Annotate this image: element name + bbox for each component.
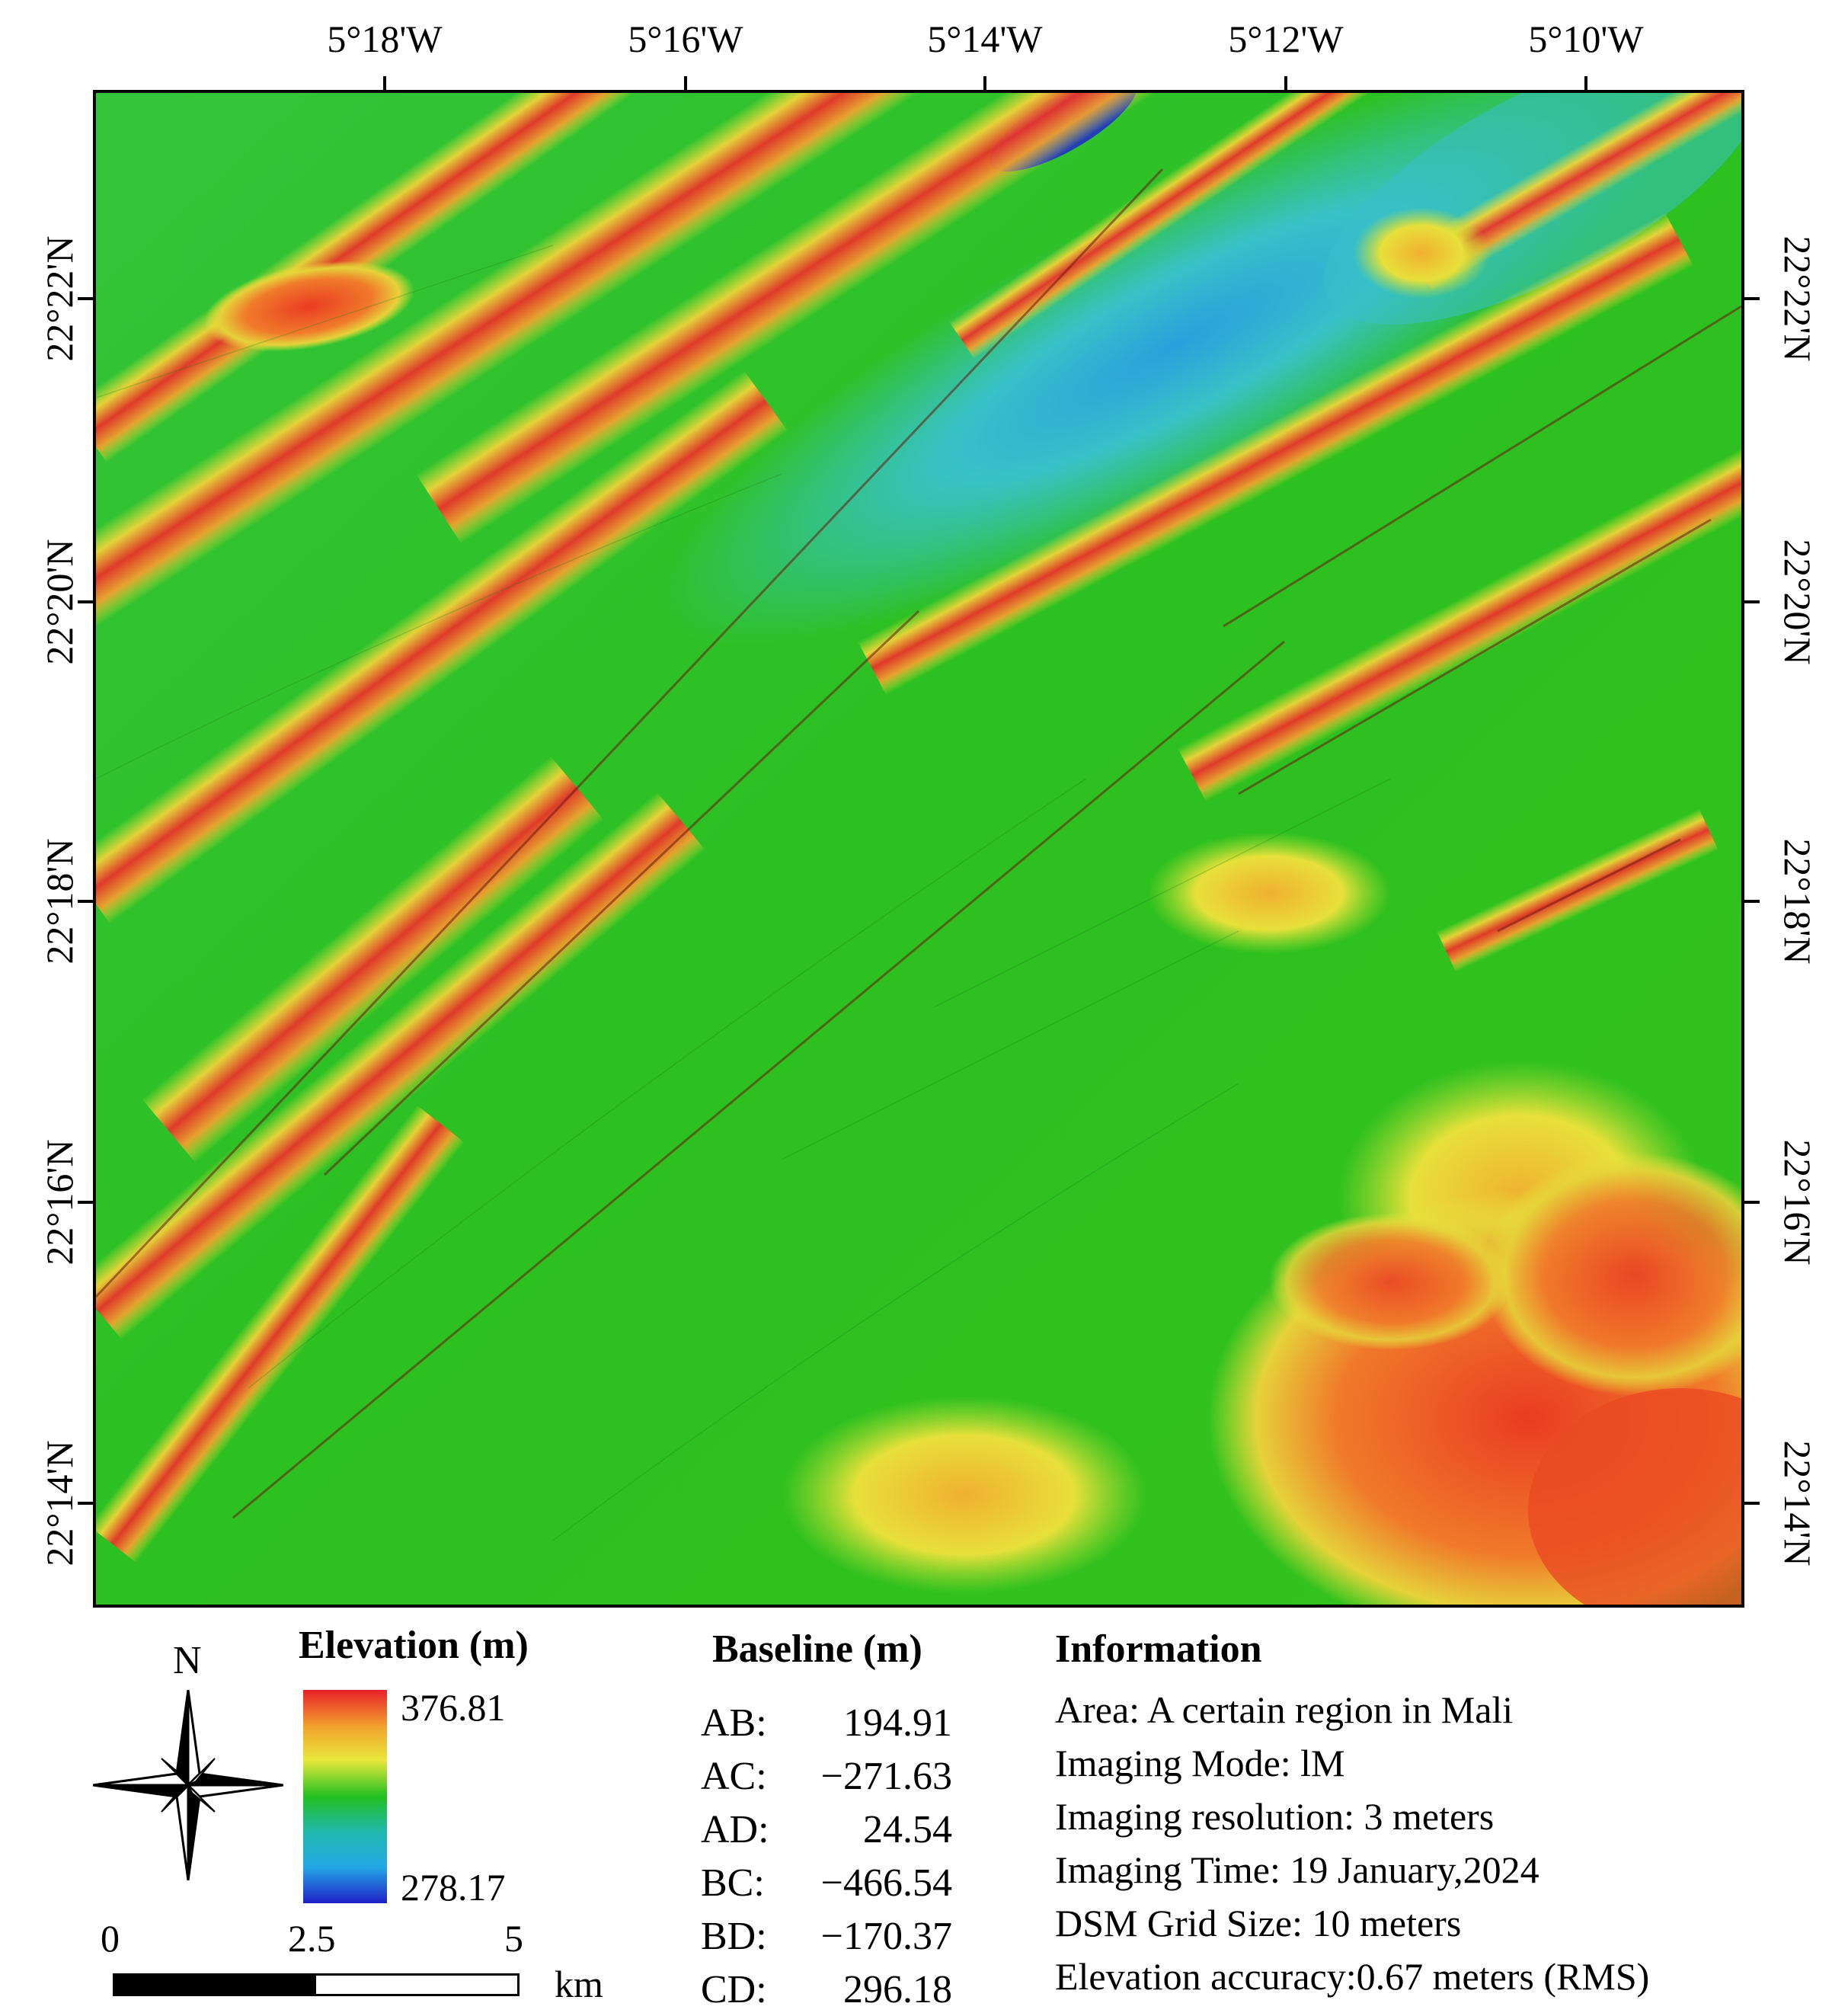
compass-rose-icon <box>93 1690 283 1880</box>
tick <box>78 1502 93 1505</box>
info-imaging-mode: Imaging Mode: lM <box>1055 1742 1345 1784</box>
scale-unit: km <box>555 1963 603 2005</box>
baseline-value: −466.54 <box>820 1861 952 1905</box>
tick <box>1584 76 1587 91</box>
tick <box>1744 1201 1760 1204</box>
lat-label-left-22-20: 22°20'N <box>38 539 81 665</box>
lat-label-left-22-22: 22°22'N <box>38 235 81 362</box>
lon-label-5-14: 5°14'W <box>927 18 1043 60</box>
information-title: Information <box>1055 1627 1262 1671</box>
baseline-key: AC: <box>701 1755 767 1798</box>
tick <box>983 76 986 91</box>
baseline-title: Baseline (m) <box>712 1627 922 1671</box>
baseline-value: 24.54 <box>863 1808 952 1851</box>
lat-label-right-22-22: 22°22'N <box>1776 235 1819 362</box>
lon-label-5-18: 5°18'W <box>327 18 443 60</box>
lat-label-right-22-16: 22°16'N <box>1776 1139 1819 1266</box>
scale-bar-black-segment <box>115 1976 316 1994</box>
scale-label-2-5: 2.5 <box>288 1917 336 1960</box>
elevation-legend-title: Elevation (m) <box>299 1624 529 1667</box>
info-imaging-time: Imaging Time: 19 January,2024 <box>1055 1848 1539 1891</box>
baseline-value: 194.91 <box>843 1701 952 1745</box>
lat-label-left-22-18: 22°18'N <box>38 838 81 965</box>
lat-label-left-22-16: 22°16'N <box>38 1139 81 1266</box>
info-area: Area: A certain region in Mali <box>1055 1688 1514 1731</box>
dsm-elevation-map[interactable] <box>93 90 1744 1608</box>
baseline-key: AD: <box>701 1808 769 1851</box>
lon-label-5-12: 5°12'W <box>1228 18 1344 60</box>
dsm-terrain-graphic <box>96 93 1741 1605</box>
scale-label-0: 0 <box>101 1917 120 1960</box>
lat-label-right-22-14: 22°14'N <box>1776 1440 1819 1566</box>
north-label: N <box>173 1639 202 1682</box>
elevation-min-label: 278.17 <box>401 1866 506 1909</box>
tick <box>383 76 386 91</box>
tick <box>78 600 93 603</box>
elevation-max-label: 376.81 <box>401 1686 506 1729</box>
baseline-value: 296.18 <box>843 1968 952 2011</box>
baseline-value: −271.63 <box>820 1755 952 1798</box>
scale-bar <box>113 1973 520 1996</box>
lon-label-5-10: 5°10'W <box>1528 18 1644 60</box>
north-arrow: N <box>93 1638 283 1882</box>
tick <box>78 297 93 300</box>
tick <box>1284 76 1287 91</box>
info-imaging-resolution: Imaging resolution: 3 meters <box>1055 1795 1495 1838</box>
baseline-key: BD: <box>701 1915 767 1958</box>
baseline-key: AB: <box>701 1701 767 1745</box>
baseline-key: BC: <box>701 1861 765 1905</box>
baseline-key: CD: <box>701 1968 767 2011</box>
lat-label-right-22-20: 22°20'N <box>1776 539 1819 665</box>
lat-label-left-22-14: 22°14'N <box>38 1440 81 1566</box>
baseline-value: −170.37 <box>820 1915 952 1958</box>
scale-label-5: 5 <box>504 1917 523 1960</box>
elevation-colorbar <box>303 1690 387 1903</box>
tick <box>684 76 687 91</box>
lon-label-5-16: 5°16'W <box>628 18 743 60</box>
info-dsm-grid-size: DSM Grid Size: 10 meters <box>1055 1902 1462 1944</box>
tick <box>78 1201 93 1204</box>
info-elevation-accuracy: Elevation accuracy:0.67 meters (RMS) <box>1055 1955 1650 1998</box>
tick <box>1744 297 1760 300</box>
tick <box>1744 600 1760 603</box>
tick <box>78 900 93 903</box>
tick <box>1744 900 1760 903</box>
tick <box>1744 1502 1760 1505</box>
lat-label-right-22-18: 22°18'N <box>1776 838 1819 965</box>
